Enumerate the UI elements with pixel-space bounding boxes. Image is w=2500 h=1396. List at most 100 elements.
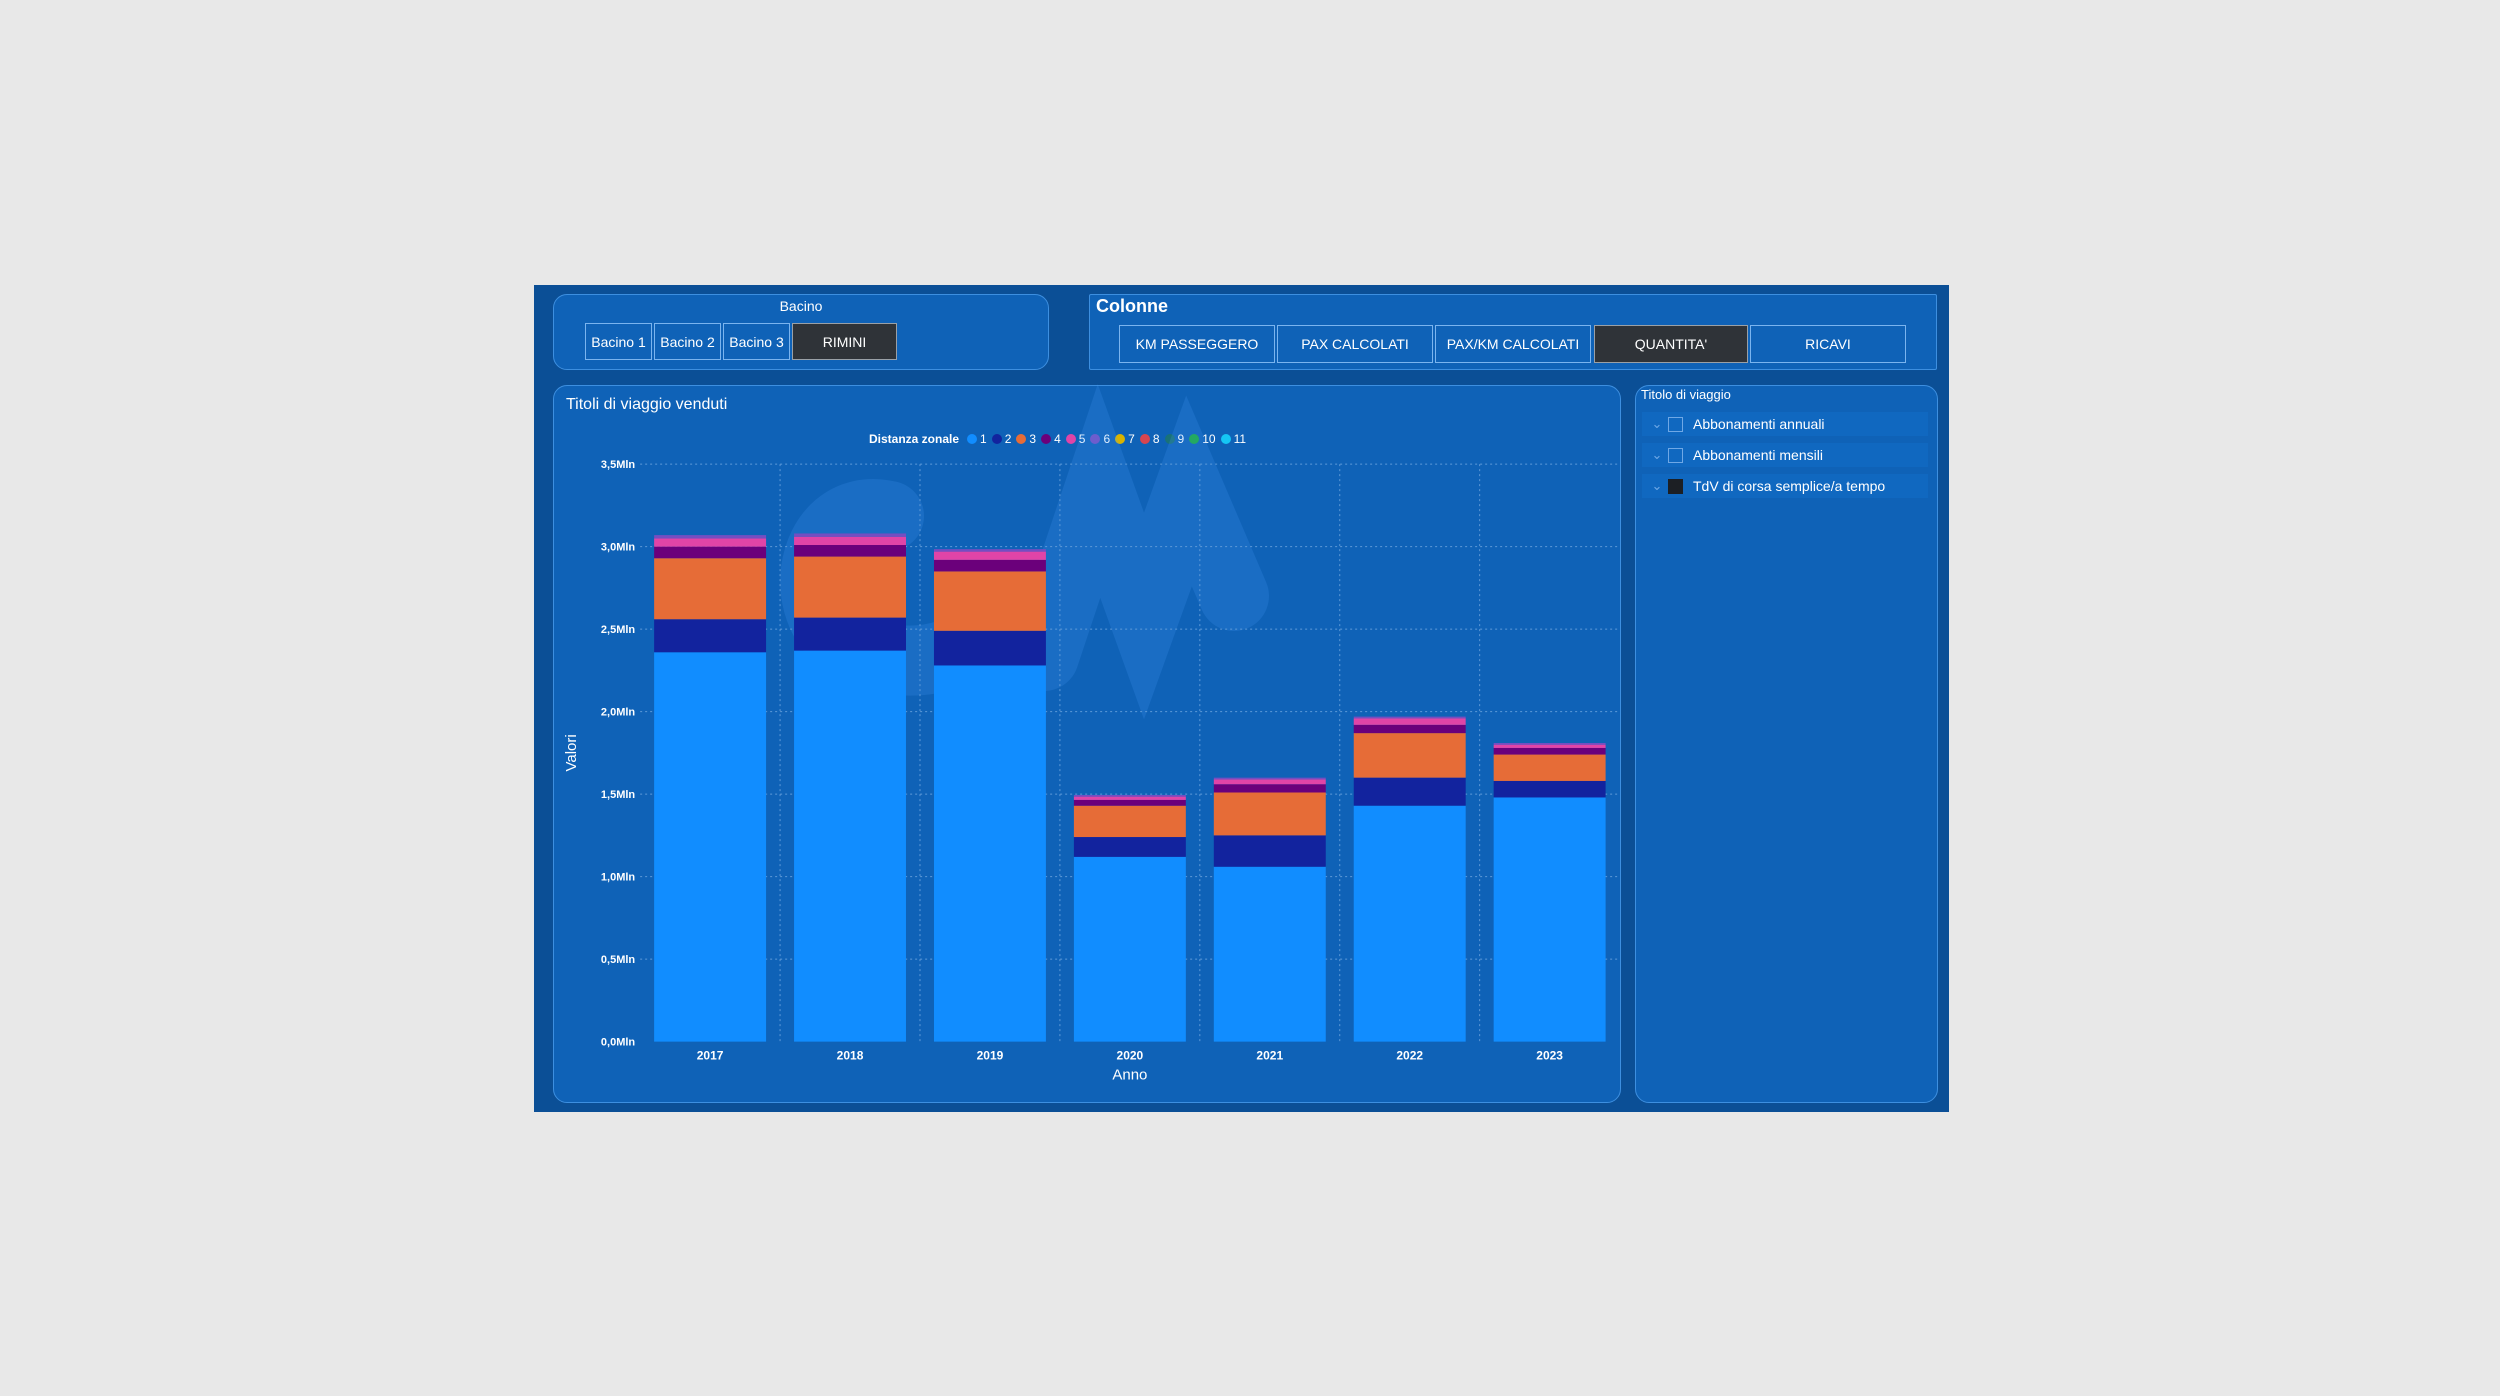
bar-segment-2020-zona-6[interactable] xyxy=(1073,794,1186,797)
km-passeggero-button[interactable]: KM PASSEGGERO xyxy=(1119,325,1275,363)
slicer-title: Titolo di viaggio xyxy=(1641,387,1731,402)
legend-item-5[interactable]: 5 xyxy=(1065,432,1085,446)
legend-dot-icon xyxy=(991,434,1002,444)
bar-segment-2017-zona-5[interactable] xyxy=(654,538,767,547)
bar-segment-2018-zona-1[interactable] xyxy=(794,650,906,1042)
colonne-slicer: Colonne KM PASSEGGERO PAX CALCOLATI PAX/… xyxy=(1089,294,1937,370)
bar-segment-2017-zona-2[interactable] xyxy=(654,619,767,653)
bar-segment-2020-zona-3[interactable] xyxy=(1073,805,1186,838)
bar-segment-2020-zona-2[interactable] xyxy=(1073,837,1186,857)
legend-label: 9 xyxy=(1177,432,1185,446)
bar-segment-2023-zona-2[interactable] xyxy=(1493,780,1606,798)
quantita-button[interactable]: QUANTITA' xyxy=(1594,325,1748,363)
legend-label: 7 xyxy=(1128,432,1135,446)
legend-dot-icon xyxy=(1164,434,1175,444)
legend-label: 3 xyxy=(1029,432,1037,446)
bar-segment-2018-zona-3[interactable] xyxy=(794,556,906,618)
bar-segment-2022-zona-3[interactable] xyxy=(1353,733,1466,778)
ricavi-button[interactable]: RICAVI xyxy=(1750,325,1906,363)
legend-item-3[interactable]: 3 xyxy=(1016,432,1036,446)
bar-segment-2021-zona-3[interactable] xyxy=(1213,792,1326,836)
legend-label: 11 xyxy=(1233,432,1247,446)
bar-segment-2019-zona-1[interactable] xyxy=(933,665,1046,1042)
x-tick-label: 2019 xyxy=(977,1049,1004,1063)
x-tick-label: 2023 xyxy=(1536,1049,1563,1063)
legend-item-6[interactable]: 6 xyxy=(1090,432,1110,446)
bar-segment-2019-zona-4[interactable] xyxy=(933,559,1046,572)
legend-dot-icon xyxy=(1041,434,1052,444)
pax-calcolati-button[interactable]: PAX CALCOLATI xyxy=(1277,325,1433,363)
chevron-down-icon[interactable]: ⌄ xyxy=(1651,447,1663,462)
checkbox-icon[interactable] xyxy=(1668,447,1683,463)
y-tick-label: 2,5Mln xyxy=(601,624,636,636)
bar-segment-2017-zona-3[interactable] xyxy=(654,558,767,620)
checkbox-icon[interactable] xyxy=(1668,416,1683,432)
bar-segment-2021-zona-6[interactable] xyxy=(1213,777,1326,780)
y-tick-label: 0,0Mln xyxy=(601,1037,636,1049)
legend-label: 4 xyxy=(1054,432,1061,446)
pax-km-calcolati-button[interactable]: PAX/KM CALCOLATI xyxy=(1435,325,1591,363)
legend-dot-icon xyxy=(1115,434,1126,444)
slicer-item-abbonamenti-annuali[interactable]: ⌄ Abbonamenti annuali xyxy=(1642,412,1928,436)
bar-segment-2022-zona-6[interactable] xyxy=(1353,716,1466,719)
x-tick-label: 2022 xyxy=(1396,1049,1423,1063)
bar-segment-2019-zona-3[interactable] xyxy=(933,571,1046,631)
bar-segment-2022-zona-4[interactable] xyxy=(1353,724,1466,734)
bar-segment-2018-zona-2[interactable] xyxy=(794,617,906,651)
bacino-button-3[interactable]: Bacino 3 xyxy=(723,323,790,360)
bar-segment-2022-zona-2[interactable] xyxy=(1353,777,1466,806)
bacino-button-rimini[interactable]: RIMINI xyxy=(792,323,897,360)
legend-item-8[interactable]: 8 xyxy=(1139,432,1160,446)
bar-segment-2021-zona-5[interactable] xyxy=(1213,779,1326,785)
legend-title: Distanza zonale xyxy=(869,432,960,446)
bar-segment-2019-zona-2[interactable] xyxy=(933,630,1046,666)
legend-item-2[interactable]: 2 xyxy=(991,432,1011,446)
x-tick-label: 2017 xyxy=(697,1049,724,1063)
legend-item-7[interactable]: 7 xyxy=(1115,432,1135,446)
bar-segment-2021-zona-1[interactable] xyxy=(1213,866,1326,1042)
y-tick-label: 0,5Mln xyxy=(601,954,636,966)
legend-dot-icon xyxy=(1189,434,1200,444)
bacino-button-1[interactable]: Bacino 1 xyxy=(585,323,652,360)
bar-segment-2018-zona-5[interactable] xyxy=(794,536,906,546)
bar-segment-2023-zona-5[interactable] xyxy=(1493,744,1606,748)
slicer-item-tdv-corsa-semplice[interactable]: ⌄ TdV di corsa semplice/a tempo xyxy=(1642,474,1928,498)
bar-segment-2021-zona-2[interactable] xyxy=(1213,835,1326,867)
bar-segment-2022-zona-1[interactable] xyxy=(1353,805,1466,1042)
legend-dot-icon xyxy=(967,434,978,444)
bar-segment-2018-zona-4[interactable] xyxy=(794,545,906,557)
bar-segment-2022-zona-5[interactable] xyxy=(1353,718,1466,725)
titolo-di-viaggio-slicer: Titolo di viaggio ⌄ Abbonamenti annuali … xyxy=(1635,385,1938,1103)
x-tick-label: 2020 xyxy=(1117,1049,1144,1063)
bar-segment-2017-zona-6[interactable] xyxy=(654,535,767,539)
chevron-down-icon[interactable]: ⌄ xyxy=(1651,478,1663,493)
legend-item-4[interactable]: 4 xyxy=(1041,432,1061,446)
x-axis-title: Anno xyxy=(1112,1067,1147,1084)
chart-title: Titoli di viaggio venduti xyxy=(566,396,728,413)
bar-segment-2023-zona-3[interactable] xyxy=(1493,754,1606,781)
bar-segment-2023-zona-4[interactable] xyxy=(1493,747,1606,755)
bar-segment-2019-zona-6[interactable] xyxy=(933,549,1046,552)
chevron-down-icon[interactable]: ⌄ xyxy=(1651,416,1663,431)
x-tick-label: 2018 xyxy=(837,1049,864,1063)
legend-label: 6 xyxy=(1103,432,1111,446)
legend-dot-icon xyxy=(1220,434,1231,444)
bar-segment-2020-zona-5[interactable] xyxy=(1073,796,1186,800)
bar-segment-2020-zona-1[interactable] xyxy=(1073,856,1186,1042)
bar-segment-2017-zona-1[interactable] xyxy=(654,652,767,1042)
legend-item-10[interactable]: 10 xyxy=(1189,432,1216,446)
bar-segment-2023-zona-6[interactable] xyxy=(1493,742,1606,745)
bar-segment-2018-zona-6[interactable] xyxy=(794,533,906,537)
legend-item-11[interactable]: 11 xyxy=(1220,432,1247,446)
bar-segment-2020-zona-4[interactable] xyxy=(1073,799,1186,806)
bar-segment-2017-zona-4[interactable] xyxy=(654,546,767,559)
checkbox-checked-icon[interactable] xyxy=(1668,478,1683,494)
bar-segment-2019-zona-5[interactable] xyxy=(933,551,1046,560)
legend-item-9[interactable]: 9 xyxy=(1164,432,1185,446)
bar-segment-2021-zona-4[interactable] xyxy=(1213,784,1326,793)
bar-segment-2023-zona-1[interactable] xyxy=(1493,797,1606,1042)
legend-item-1[interactable]: 1 xyxy=(967,432,987,446)
slicer-item-abbonamenti-mensili[interactable]: ⌄ Abbonamenti mensili xyxy=(1642,443,1928,467)
y-tick-label: 3,5Mln xyxy=(601,459,636,471)
bacino-button-2[interactable]: Bacino 2 xyxy=(654,323,721,360)
